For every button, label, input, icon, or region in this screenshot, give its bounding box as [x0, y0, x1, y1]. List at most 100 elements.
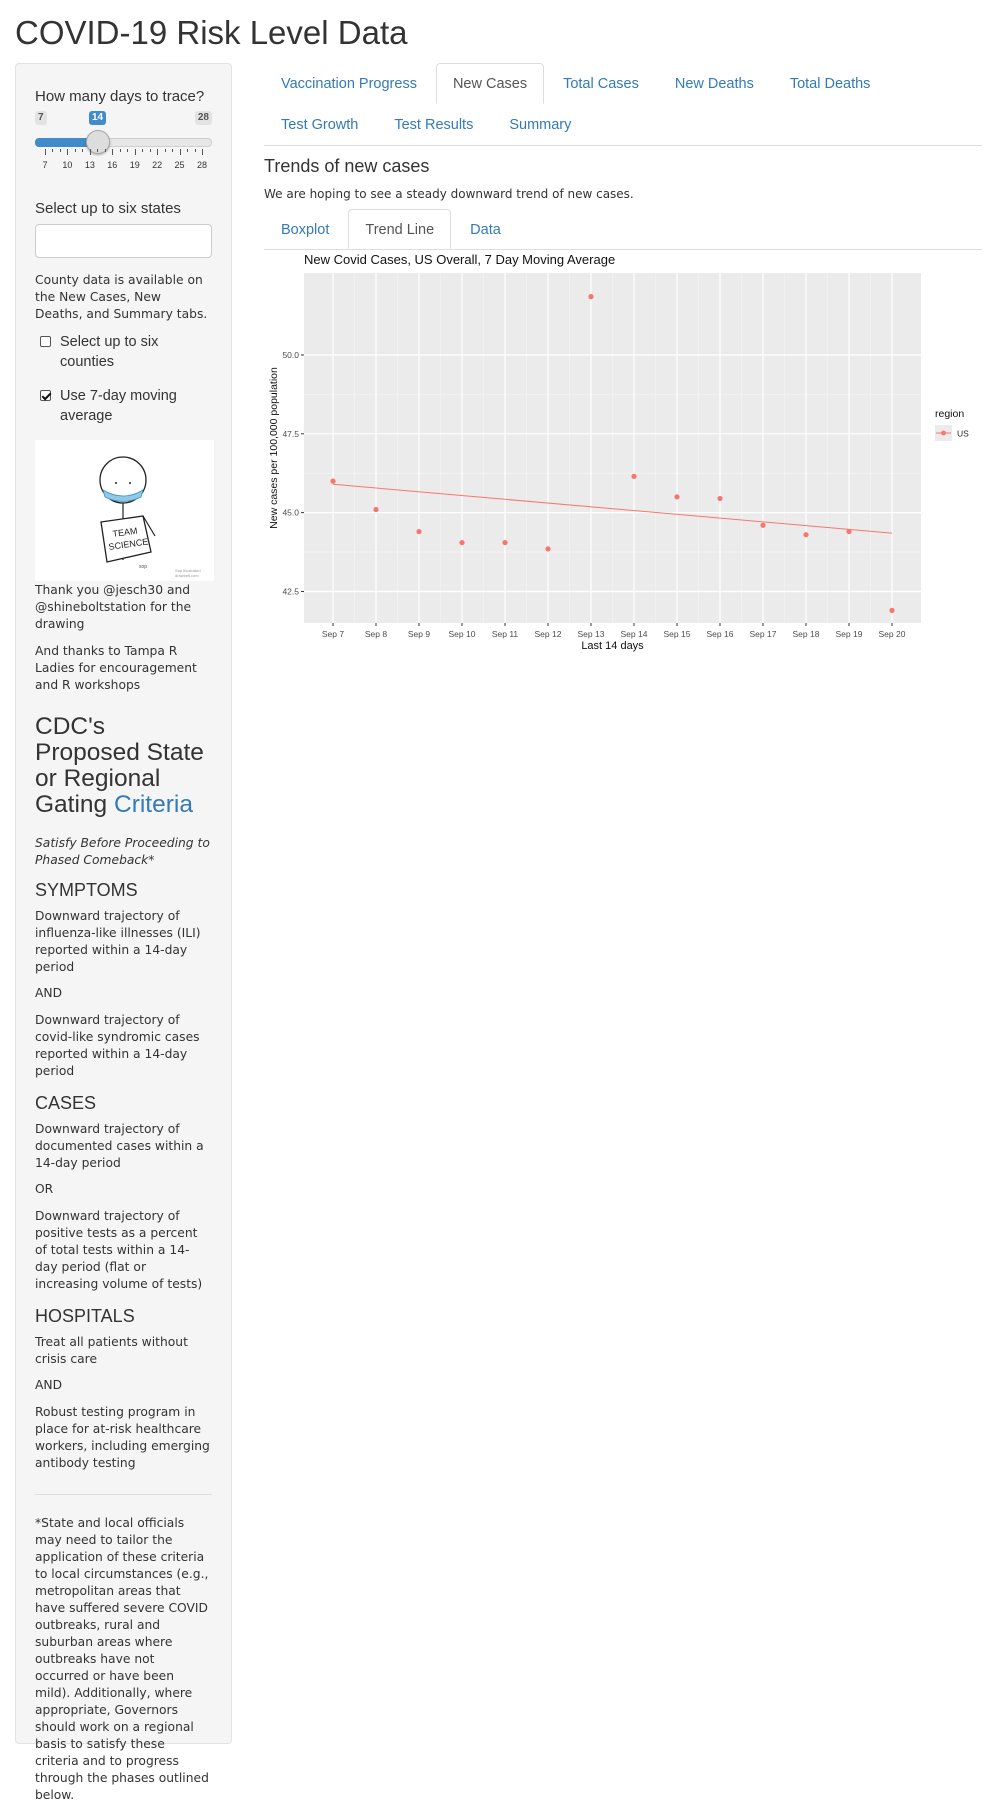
slider-tick	[74, 149, 76, 152]
slider-tick	[59, 149, 61, 152]
slider-tick	[172, 149, 174, 152]
counties-checkbox-label: Select up to six counties	[60, 334, 159, 370]
hospitals-heading: HOSPITALS	[35, 1306, 135, 1326]
cases-criterion-1: Downward trajectory of documented cases …	[35, 1122, 204, 1170]
tab-total-deaths[interactable]: Total Deaths	[789, 76, 871, 92]
tab-new-deaths[interactable]: New Deaths	[674, 76, 754, 92]
drawing-sign-line1: TEAM	[112, 526, 138, 539]
slider-min-label: 7	[35, 111, 47, 125]
slider-fill	[35, 138, 98, 147]
symptoms-criterion-2: Downward trajectory of covid-like syndro…	[35, 1013, 200, 1078]
page-title: COVID-19 Risk Level Data	[15, 14, 408, 51]
tab-vaccination-progress[interactable]: Vaccination Progress	[281, 76, 417, 92]
slider-tick	[119, 149, 121, 152]
hospitals-criterion-1: Treat all patients without crisis care	[35, 1335, 188, 1366]
thanks-drawing: Thank you @jesch30 and @shineboltstation…	[35, 583, 192, 631]
slider-tick	[52, 149, 54, 152]
criteria-footnote: *State and local officials may need to t…	[35, 1516, 209, 1802]
main-panel: Vaccination Progress New Cases Total Cases…	[264, 63, 982, 660]
county-note: County data is available on the New Case…	[35, 273, 208, 321]
moving-average-checkbox[interactable]	[40, 390, 51, 401]
slider-tick-label: 28	[196, 160, 208, 170]
counties-checkbox[interactable]	[40, 336, 51, 347]
cdc-title-text: CDC's Proposed State or Regional Gating	[35, 713, 204, 818]
slider-tick	[82, 149, 84, 152]
slider-tick	[194, 149, 196, 152]
slider-tick	[89, 149, 91, 155]
data-point	[330, 478, 336, 484]
tab-test-growth[interactable]: Test Growth	[281, 117, 359, 133]
data-point	[674, 494, 680, 500]
subtab-boxplot[interactable]: Boxplot	[281, 222, 330, 238]
states-select-input[interactable]	[35, 224, 212, 258]
team-science-drawing: TEAM SCIENCE sop Sop Illustrated drawbel…	[35, 440, 214, 581]
y-tick-label: 42.5	[282, 586, 299, 596]
data-point	[502, 539, 508, 546]
tab-test-results[interactable]: Test Results	[394, 117, 474, 133]
trend-plot: New Covid Cases, US Overall, 7 Day Movin…	[264, 250, 982, 660]
criteria-link[interactable]: Criteria	[114, 791, 193, 818]
slider-tick	[67, 149, 69, 155]
thanks-tampa: And thanks to Tampa R Ladies for encoura…	[35, 644, 197, 692]
x-tick-label: Sep 11	[492, 629, 519, 639]
section-subtitle: We are hoping to see a steady downward t…	[264, 187, 634, 201]
chart-title: New Covid Cases, US Overall, 7 Day Movin…	[304, 252, 615, 267]
cdc-criteria-title: CDC's Proposed State or Regional Gating …	[35, 714, 212, 818]
subtab-data[interactable]: Data	[470, 222, 501, 238]
symptoms-and: AND	[35, 986, 63, 1000]
slider-tick-label: 19	[129, 160, 140, 170]
slider-tick	[187, 149, 189, 152]
slider-tick	[134, 149, 136, 155]
y-tick-label: 47.5	[282, 429, 299, 439]
sidebar-divider	[35, 1494, 212, 1495]
symptoms-criterion-1: Downward trajectory of influenza-like il…	[35, 909, 201, 974]
hospitals-criterion-2: Robust testing program in place for at-r…	[35, 1405, 210, 1470]
x-tick-label: Sep 16	[707, 629, 734, 639]
x-tick-label: Sep 8	[365, 629, 387, 639]
sidebar-panel: How many days to trace? 7 14 28 7 10 13 16 1…	[15, 63, 232, 1802]
trend-chart-svg: New Covid Cases, US Overall, 7 Day Movin…	[268, 252, 969, 652]
data-point	[631, 473, 637, 479]
tab-summary[interactable]: Summary	[509, 117, 572, 133]
drawing-credit-1: Sop Illustrated	[175, 568, 201, 573]
slider-tick	[202, 149, 203, 155]
x-tick-label: Sep 18	[793, 629, 820, 639]
plot-tab-bar: Boxplot Trend Line Data	[264, 209, 982, 250]
tab-new-cases[interactable]: New Cases	[435, 63, 545, 104]
data-point	[846, 528, 852, 535]
data-point	[803, 532, 809, 538]
days-slider[interactable]: 7 14 28 7 10 13 16 19 22 25 28	[35, 111, 212, 183]
data-point	[760, 522, 766, 528]
legend-title: region	[935, 408, 964, 420]
main-tab-bar: Vaccination Progress New Cases Total Cases…	[264, 63, 982, 146]
slider-ticks	[45, 149, 203, 159]
slider-tick-label: 10	[62, 160, 73, 170]
slider-tick-label: 13	[84, 160, 95, 170]
y-tick-label: 45.0	[282, 508, 299, 518]
slider-tick	[127, 149, 129, 152]
symptoms-heading: SYMPTOMS	[35, 880, 138, 900]
subtab-trend-line[interactable]: Trend Line	[348, 209, 452, 249]
slider-current-value: 14	[89, 111, 107, 125]
x-tick-label: Sep 7	[322, 629, 344, 639]
drawing-credit-2: drawbell.com	[175, 573, 199, 578]
counties-checkbox-row[interactable]: Select up to six counties	[35, 332, 212, 372]
slider-tick	[112, 149, 114, 155]
slider-tick	[142, 149, 144, 152]
data-point	[717, 495, 723, 502]
states-select-label: Select up to six states	[35, 200, 181, 217]
slider-max-label: 28	[194, 111, 212, 125]
drawing-signature: sop	[139, 564, 147, 570]
trend-line	[332, 483, 893, 534]
x-tick-label: Sep 20	[879, 629, 906, 639]
x-axis-label: Last 14 days	[581, 640, 644, 652]
moving-average-checkbox-row[interactable]: Use 7-day moving average	[35, 386, 212, 426]
slider-tick-label: 7	[42, 160, 48, 170]
days-slider-label: How many days to trace?	[35, 88, 205, 105]
section-title: Trends of new cases	[264, 156, 430, 176]
hospitals-and: AND	[35, 1378, 63, 1392]
tab-total-cases[interactable]: Total Cases	[563, 76, 639, 92]
data-point	[889, 607, 895, 613]
x-tick-label: Sep 14	[621, 629, 648, 639]
cdc-subtitle: Satisfy Before Proceeding to Phased Come…	[35, 836, 210, 867]
